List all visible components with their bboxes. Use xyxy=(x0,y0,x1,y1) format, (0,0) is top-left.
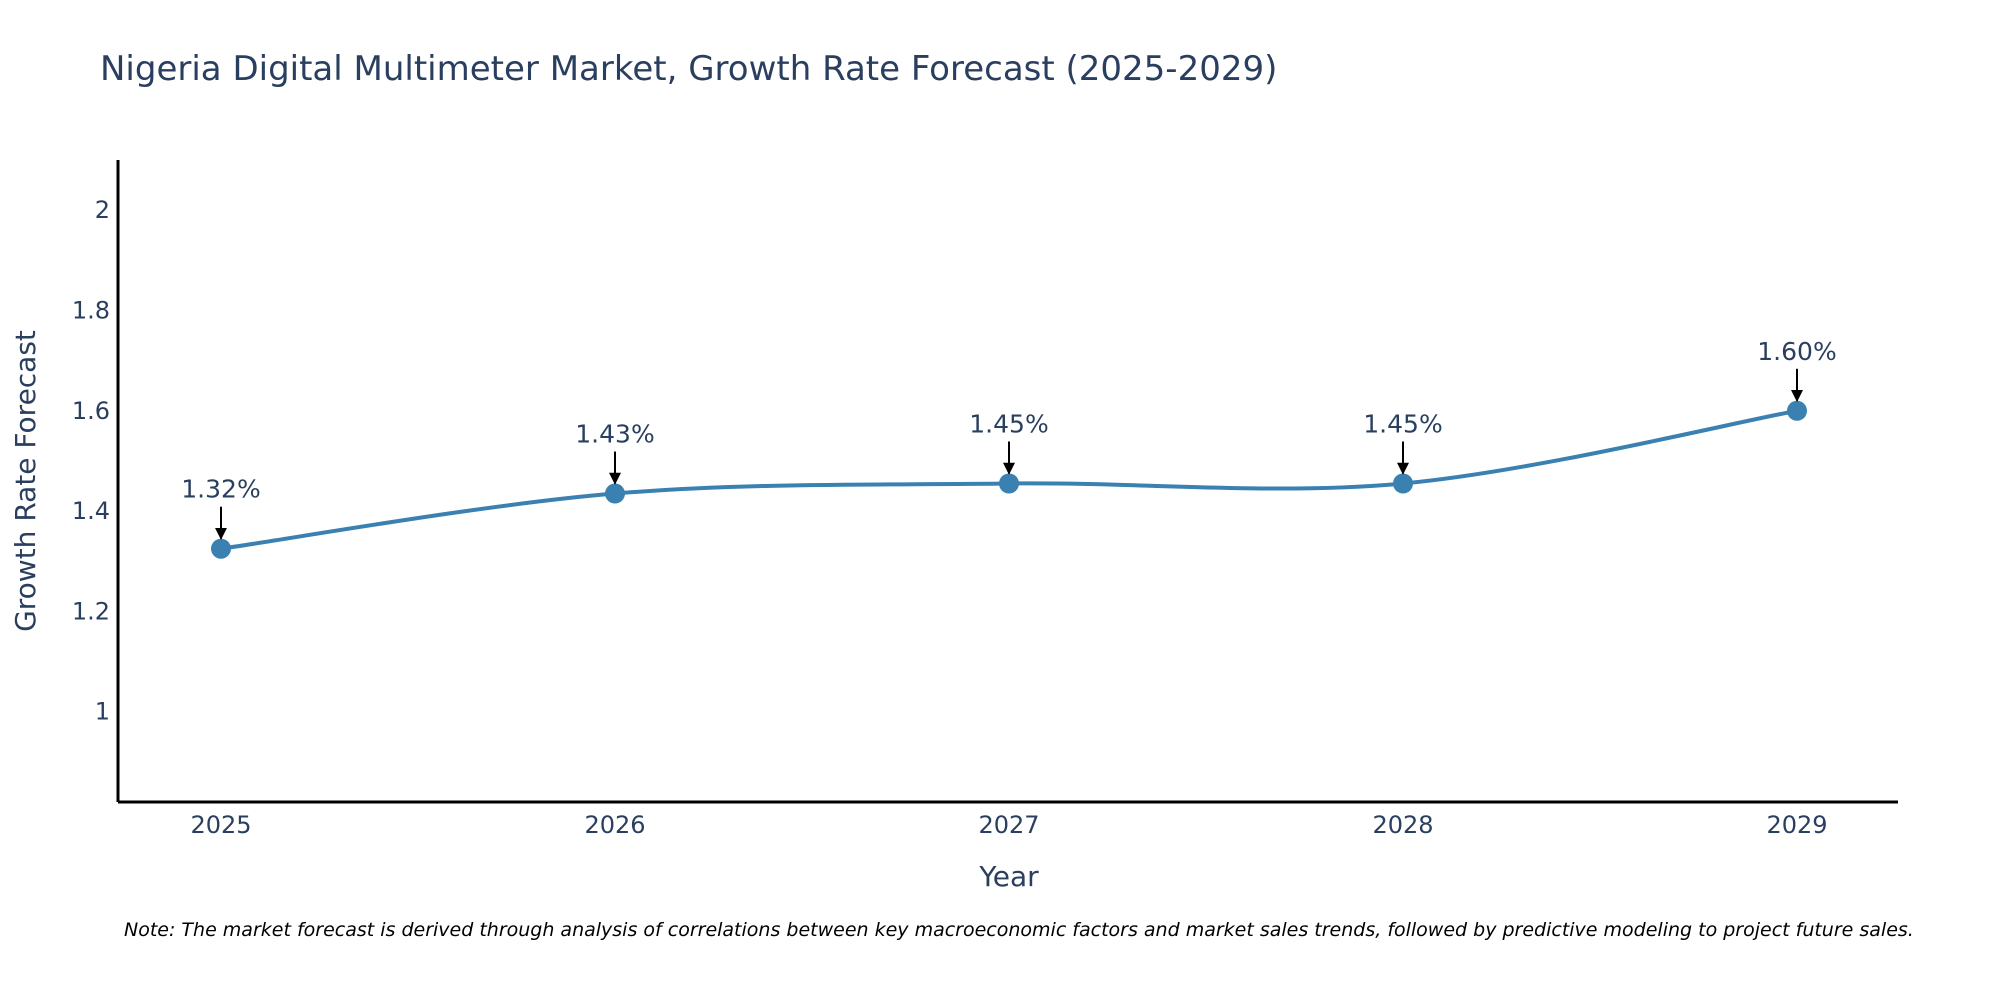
x-tick-label: 2029 xyxy=(1766,811,1827,839)
y-tick-label: 1.4 xyxy=(72,497,110,525)
data-point xyxy=(605,483,625,504)
x-axis-ticks: 2025 2026 2027 2028 2029 xyxy=(190,811,1827,839)
data-point xyxy=(999,473,1019,494)
data-label: 1.45% xyxy=(969,410,1048,439)
y-tick-label: 1.2 xyxy=(72,597,110,625)
y-axis-ticks: 1 1.2 1.4 1.6 1.8 2 xyxy=(72,196,110,726)
y-axis-title: Growth Rate Forecast xyxy=(9,330,42,632)
data-label: 1.45% xyxy=(1363,410,1442,439)
x-tick-label: 2025 xyxy=(190,811,251,839)
data-point xyxy=(1787,400,1807,421)
y-tick-label: 1 xyxy=(95,698,110,726)
y-tick-label: 2 xyxy=(95,196,110,224)
data-label-annotations: 1.32% 1.43% 1.45% 1.45% 1.60% xyxy=(181,337,1837,540)
y-tick-label: 1.8 xyxy=(72,296,110,324)
series-markers xyxy=(211,400,1807,559)
data-label: 1.60% xyxy=(1757,337,1836,366)
plot-area: 1 1.2 1.4 1.6 1.8 2 2025 2026 2027 2028 2029 1.32… xyxy=(72,160,1898,839)
data-label: 1.32% xyxy=(181,475,260,504)
chart-title: Nigeria Digital Multimeter Market, Growt… xyxy=(100,49,1277,89)
x-tick-label: 2026 xyxy=(584,811,645,839)
x-tick-label: 2027 xyxy=(978,811,1039,839)
data-point xyxy=(1393,473,1413,494)
y-tick-label: 1.6 xyxy=(72,397,110,425)
data-label: 1.43% xyxy=(575,420,654,449)
x-tick-label: 2028 xyxy=(1372,811,1433,839)
data-point xyxy=(211,538,231,559)
forecast-note: Note: The market forecast is derived thr… xyxy=(124,919,1914,941)
x-axis-title: Year xyxy=(978,860,1039,893)
